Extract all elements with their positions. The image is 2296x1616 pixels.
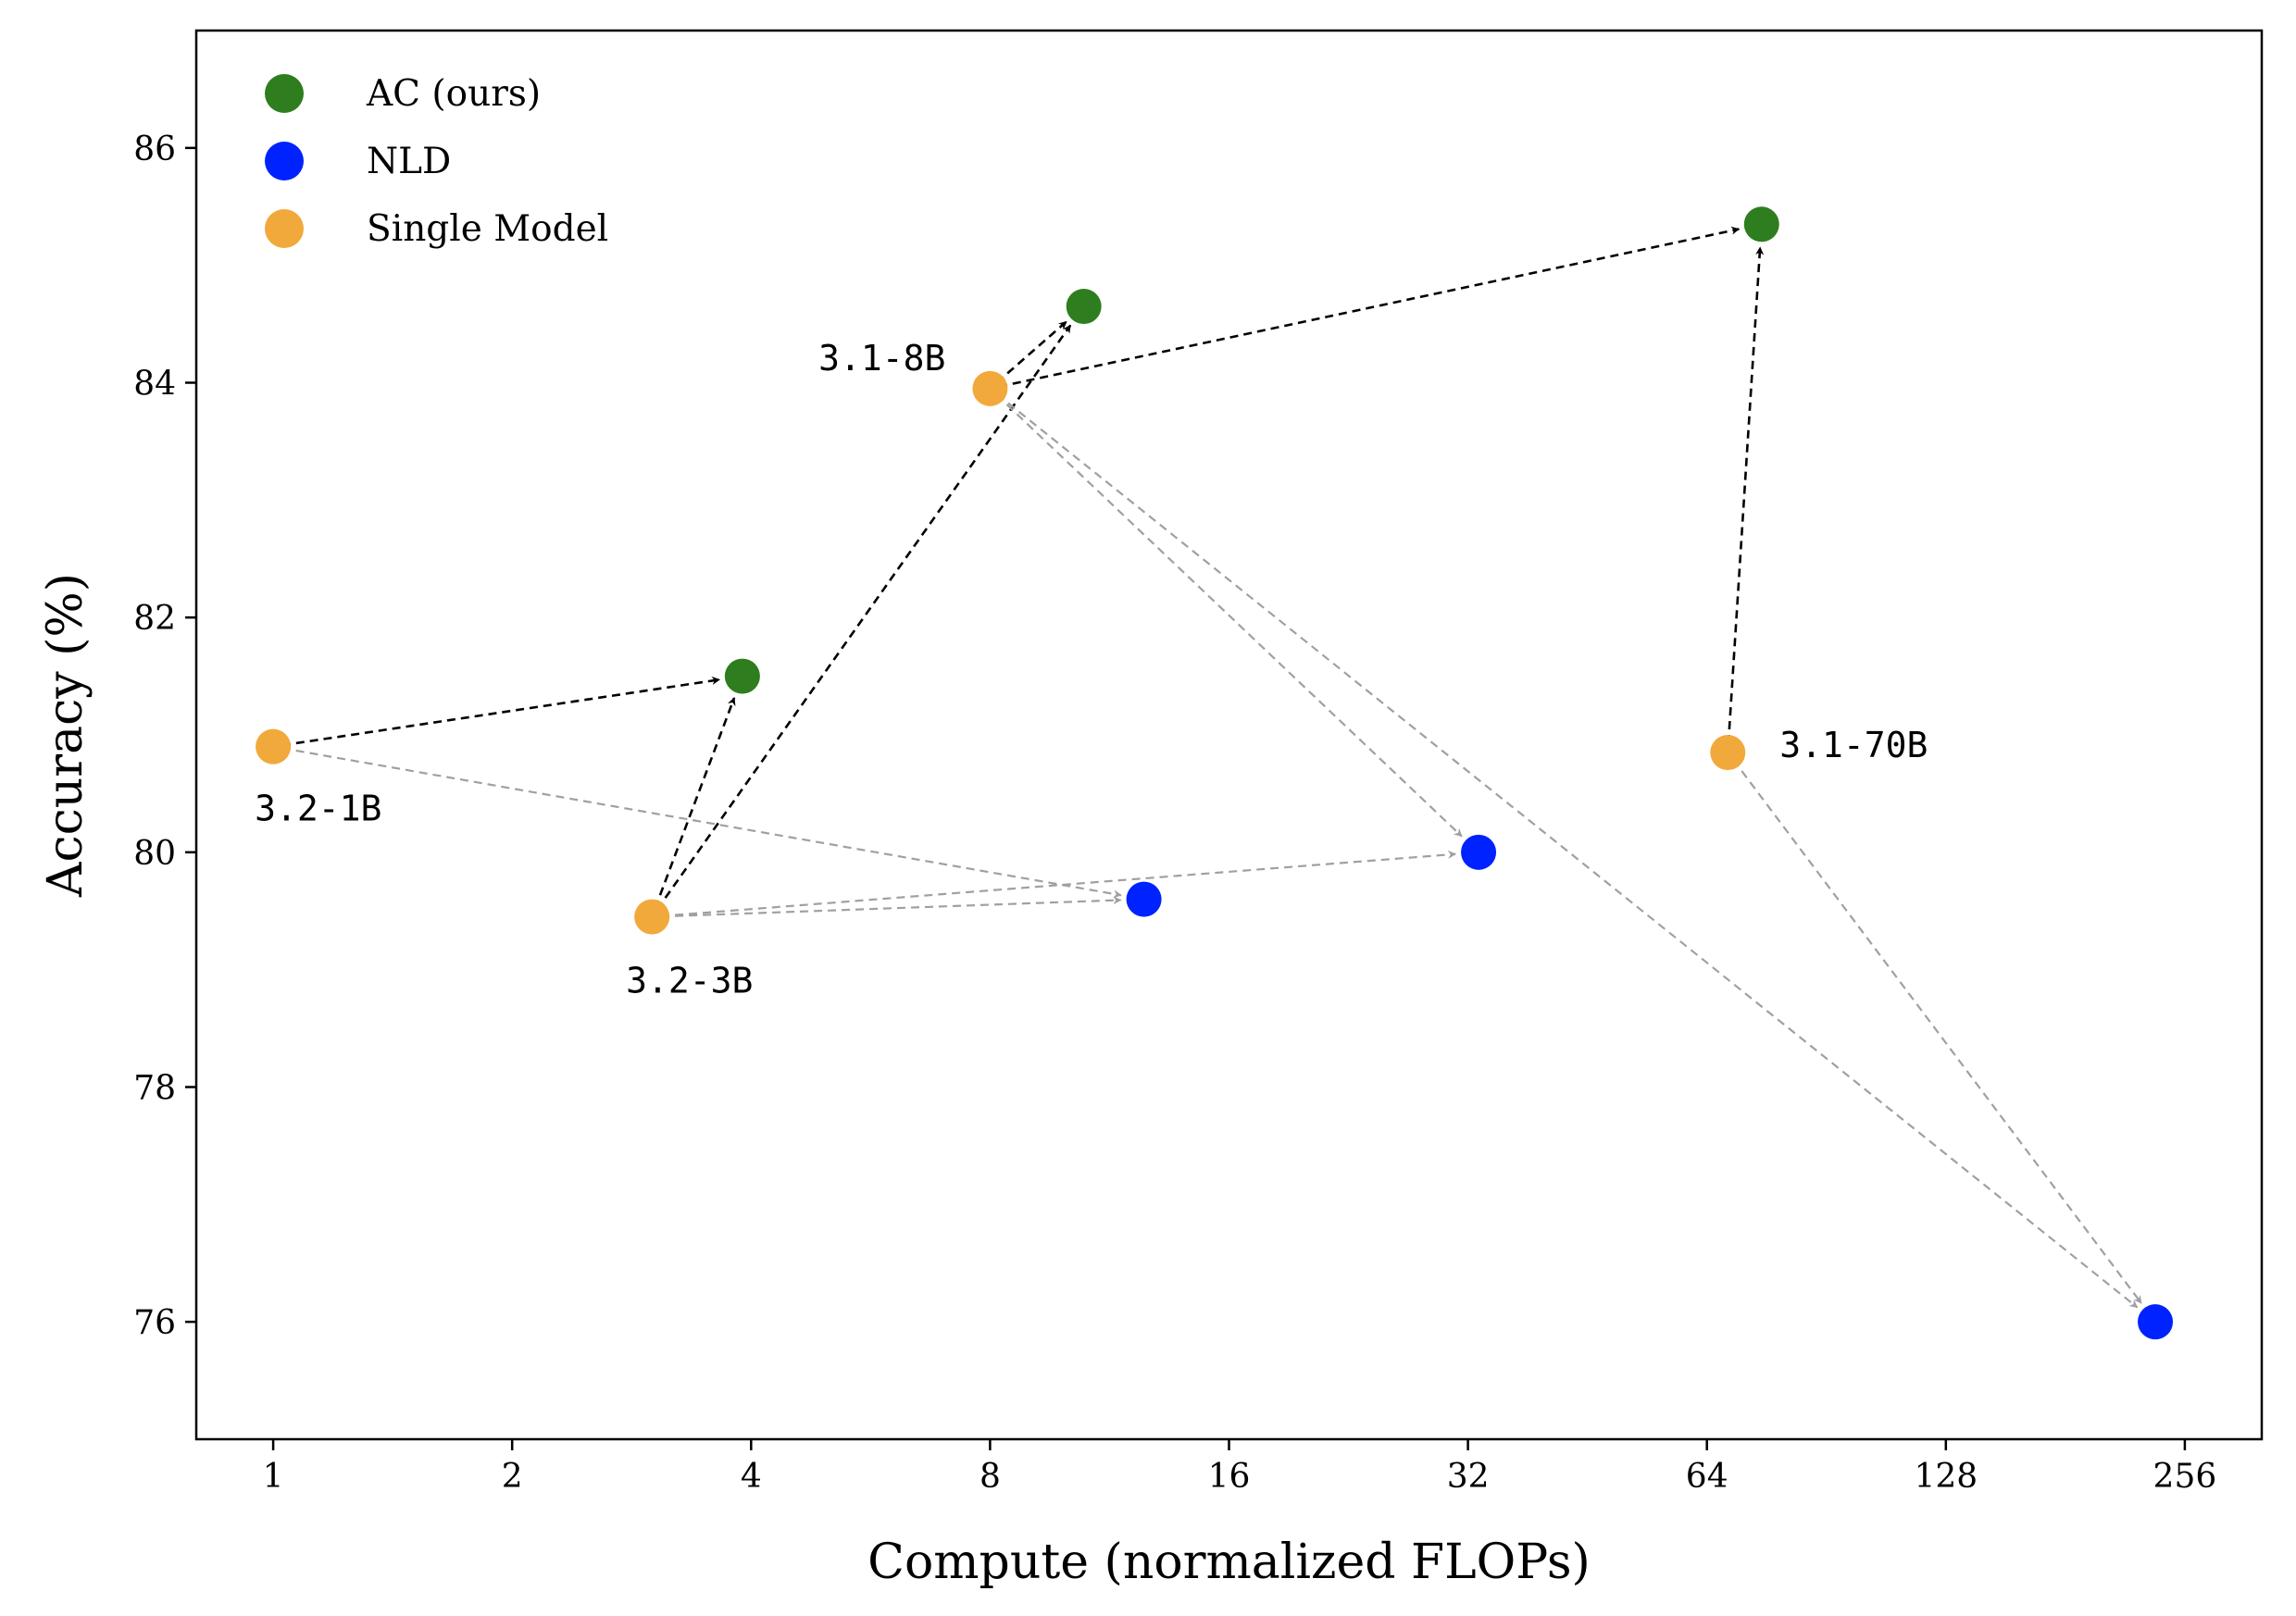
y-tick-label: 82 [133, 600, 176, 638]
x-axis-ticks: 1 2 4 8 16 32 64 128 256 [263, 1439, 2217, 1496]
x-tick-label: 16 [1208, 1458, 1251, 1496]
data-point [972, 370, 1008, 406]
x-tick-label: 128 [1914, 1458, 1978, 1496]
ac-arrow [998, 226, 1741, 389]
nld-arrow [661, 896, 1122, 918]
x-tick-label: 256 [2153, 1458, 2217, 1496]
legend-entry-label: AC (ours) [366, 73, 541, 115]
nld-arrow [996, 393, 2139, 1309]
nld-arrow [995, 393, 1463, 838]
legend-entry-label: Single Model [367, 208, 608, 250]
ac-arrow [1727, 246, 1765, 744]
model-label: 3.1-8B [818, 338, 945, 379]
y-tick-label: 80 [133, 835, 176, 873]
model-label: 3.2-1B [255, 789, 381, 829]
x-tick-label: 2 [502, 1458, 523, 1496]
ac-arrow [655, 324, 1072, 911]
arrows-layer [281, 226, 2142, 1309]
model-label: 3.1-70B [1779, 725, 1928, 765]
model-label: 3.2-3B [626, 961, 753, 1001]
ac-arrow [654, 697, 736, 909]
data-point [1710, 735, 1746, 771]
point-labels-layer: 3.2-1B 3.2-3B 3.1-8B 3.1-70B [255, 338, 1928, 1001]
y-tick-label: 84 [133, 366, 176, 404]
y-tick-label: 78 [133, 1070, 176, 1108]
legend-marker [265, 74, 304, 113]
y-tick-label: 76 [133, 1304, 176, 1342]
data-point [256, 728, 292, 764]
y-tick-label: 86 [133, 131, 176, 168]
data-point [1126, 881, 1162, 917]
data-point [1461, 834, 1497, 870]
x-tick-label: 8 [980, 1458, 1001, 1496]
ac-arrow [281, 677, 721, 747]
legend-entry-label: NLD [367, 141, 451, 182]
x-tick-label: 4 [741, 1458, 762, 1496]
x-tick-label: 1 [263, 1458, 284, 1496]
nld-arrow [1732, 759, 2142, 1304]
y-axis-ticks: 76 78 80 82 84 86 [133, 131, 196, 1342]
data-point [724, 658, 760, 694]
legend: AC (ours) NLD Single Model [265, 73, 608, 250]
data-point [634, 899, 670, 935]
legend-marker [265, 209, 304, 248]
x-tick-label: 32 [1447, 1458, 1490, 1496]
points-layer [256, 206, 2174, 1340]
legend-marker [265, 142, 304, 180]
x-axis-label: Compute (normalized FLOPs) [867, 1535, 1591, 1590]
data-point [1066, 289, 1102, 325]
y-axis-label: Accuracy (%) [38, 573, 94, 898]
nld-arrow [661, 850, 1457, 917]
ac-arrow [996, 320, 1067, 384]
data-point [1743, 206, 1779, 242]
x-tick-label: 64 [1686, 1458, 1728, 1496]
nld-arrow [281, 747, 1122, 899]
data-point [2138, 1304, 2174, 1340]
